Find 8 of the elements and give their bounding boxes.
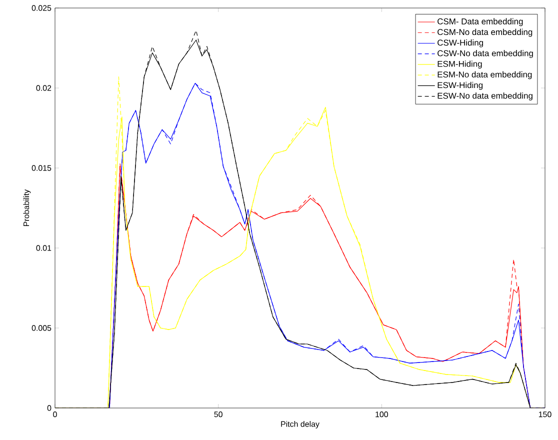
legend-label: CSW-Hiding bbox=[438, 39, 484, 48]
legend-label: ESW-Hiding bbox=[438, 82, 483, 90]
legend-label: ESM-Hiding bbox=[438, 60, 482, 69]
legend-label: CSM-No data embedding bbox=[438, 28, 532, 37]
legend-label: CSM- Data embedding bbox=[438, 18, 523, 26]
legend-label: CSW-No data embedding bbox=[438, 50, 533, 58]
legend-label: ESM-No data embedding bbox=[438, 71, 532, 80]
legend-label: ESW-No data embedding bbox=[438, 92, 532, 100]
